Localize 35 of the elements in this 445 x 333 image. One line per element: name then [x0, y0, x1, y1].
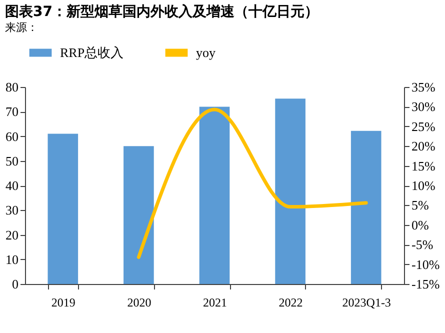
bar	[350, 130, 382, 284]
bar	[48, 134, 78, 284]
y2-tick-label: -15%	[412, 276, 440, 292]
x-tick-label: 2023Q1-3	[342, 296, 391, 310]
y2-tick-label: 35%	[412, 80, 436, 94]
x-tick-label: 2020	[127, 296, 152, 310]
y-tick-label: 10	[6, 252, 18, 267]
y2-tick-label: 0%	[412, 217, 429, 232]
y2-tick-label: -5%	[412, 237, 434, 252]
source-note: 来源：	[5, 21, 38, 34]
y-tick-label: 0	[12, 276, 18, 292]
bar	[275, 98, 306, 284]
y2-tick-label: 15%	[412, 158, 436, 174]
y2-tick-label: 30%	[412, 99, 436, 114]
x-tick-label: 2022	[278, 296, 303, 310]
x-tick-label: 2019	[51, 296, 76, 310]
y2-tick-label: 20%	[412, 138, 436, 154]
x-tick-label: 2021	[203, 296, 227, 310]
y2-tick-label: 25%	[412, 118, 436, 134]
y-tick-label: 60	[6, 128, 18, 144]
y-tick-label: 40	[6, 178, 18, 193]
chart-title: 图表37：新型烟草国内外收入及增速（十亿日元）	[5, 3, 318, 20]
y-tick-label: 50	[6, 153, 18, 168]
y2-tick-label: 5%	[412, 198, 429, 213]
y-tick-label: 20	[6, 227, 18, 242]
y2-tick-label: -10%	[412, 256, 440, 272]
legend-label: RRP总收入	[60, 44, 124, 60]
line-series	[136, 108, 368, 259]
y-tick-label: 80	[6, 80, 18, 94]
bar	[199, 106, 230, 284]
y-tick-label: 30	[6, 202, 18, 218]
legend-label: yoy	[196, 44, 216, 60]
y-tick-label: 70	[6, 104, 18, 120]
y2-tick-label: 10%	[412, 178, 436, 193]
bar	[124, 146, 154, 284]
